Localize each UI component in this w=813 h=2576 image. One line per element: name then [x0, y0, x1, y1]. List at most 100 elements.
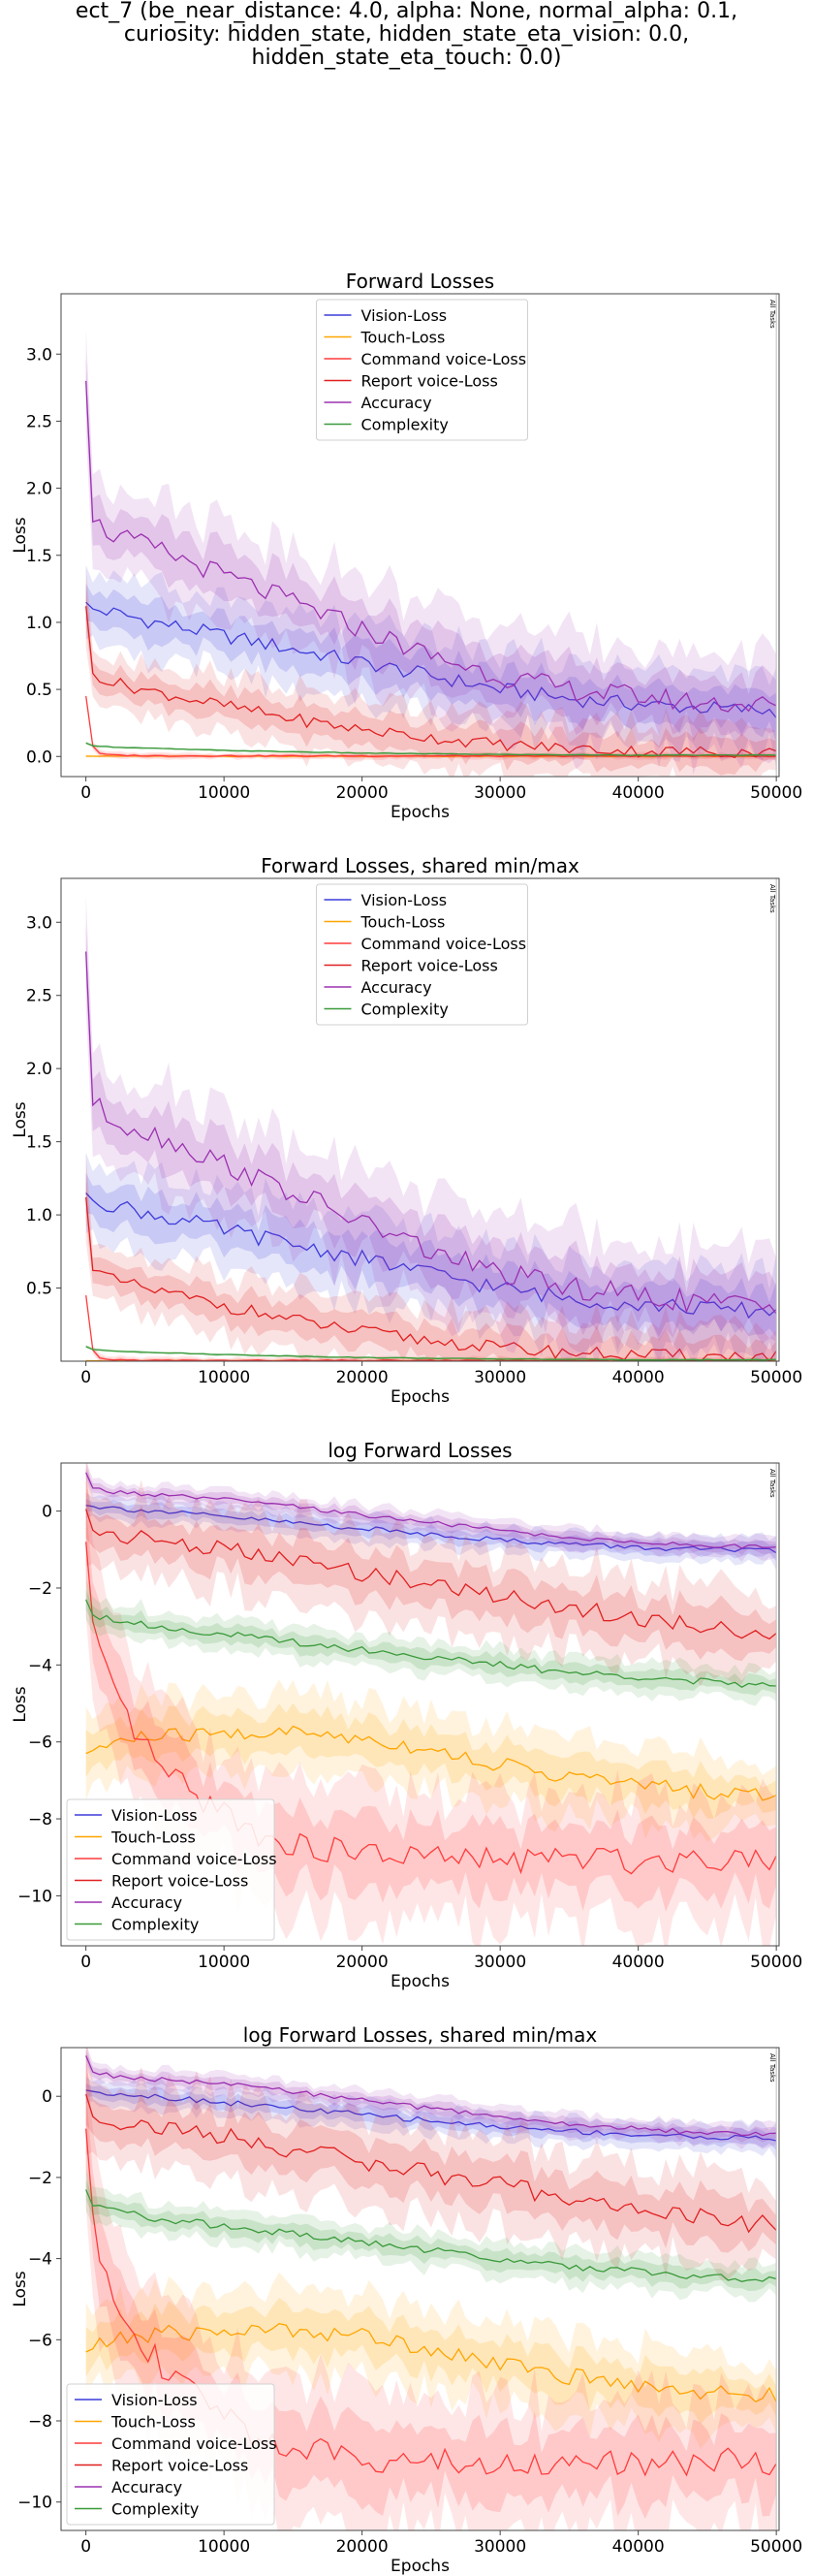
band-outer-complexity	[85, 1345, 777, 1361]
series-line-report-voice-loss	[85, 606, 777, 759]
legend-box	[316, 883, 528, 1026]
series-line-accuracy	[85, 380, 777, 713]
x-tick-label: 40000	[612, 2537, 665, 2557]
y-tick-label: −10	[17, 2494, 52, 2513]
legend-label-report-voice-loss: Report voice-Loss	[361, 957, 498, 975]
axes-frame	[60, 293, 780, 778]
band-outer-report-voice-loss	[85, 1463, 777, 1687]
x-tick-label: 50000	[750, 1953, 802, 1972]
legend-box	[316, 299, 528, 441]
band-inner-complexity	[85, 1589, 777, 1696]
y-tick-label: 0	[42, 1503, 52, 1522]
x-tick-label: 30000	[474, 783, 526, 803]
y-tick-label: 3.0	[26, 913, 52, 933]
x-tick-label: 20000	[336, 783, 389, 803]
band-inner-complexity	[85, 2178, 777, 2292]
band-inner-vision-loss	[85, 2083, 777, 2150]
band-outer-accuracy	[85, 329, 777, 776]
y-tick-label: 3.0	[26, 345, 52, 365]
legend-label-accuracy: Accuracy	[361, 978, 432, 997]
y-tick-label: 2.0	[26, 480, 52, 499]
band-outer-command-voice-loss	[85, 692, 777, 761]
x-tick-label: 0	[80, 2537, 91, 2557]
plot-area	[85, 895, 777, 1361]
task-boundary-label: All Tasks	[768, 2053, 776, 2083]
legend-label-command-voice-loss: Command voice-Loss	[111, 1850, 277, 1868]
series-line-command-voice-loss	[85, 695, 777, 758]
series-line-report-voice-loss	[85, 1196, 777, 1361]
y-tick-label: 1.5	[26, 1133, 52, 1153]
axes-frame	[60, 877, 780, 1362]
legend: Vision-Loss Touch-Loss Command voice-Loss R…	[66, 2383, 277, 2526]
x-tick-label: 0	[80, 1953, 91, 1972]
band-outer-touch-loss	[85, 1679, 777, 1842]
legend-label-report-voice-loss: Report voice-Loss	[111, 1872, 248, 1891]
chart-title: Forward Losses	[346, 270, 494, 293]
legend-label-complexity: Complexity	[111, 2500, 199, 2519]
legend-box	[66, 1798, 275, 1941]
band-outer-accuracy	[85, 1463, 777, 1562]
legend-label-accuracy: Accuracy	[111, 2478, 182, 2496]
x-tick-label: 30000	[474, 1368, 526, 1387]
legend-label-command-voice-loss: Command voice-Loss	[361, 935, 527, 953]
band-inner-report-voice-loss	[85, 586, 777, 776]
legend-label-touch-loss: Touch-Loss	[360, 329, 446, 347]
band-outer-vision-loss	[85, 1152, 777, 1361]
x-tick-label: 0	[80, 783, 91, 803]
band-inner-accuracy	[85, 2050, 777, 2143]
chart-panel-2: All Tasks 0 10000 20000 30000 40000 50000 0.5 1.…	[11, 854, 802, 1407]
x-tick-label: 20000	[336, 1368, 389, 1387]
y-tick-label: 1.0	[26, 614, 52, 633]
x-axis-label: Epochs	[391, 1387, 450, 1407]
suptitle-line: curiosity: hidden_state, hidden_state_et…	[123, 22, 690, 47]
series-line-touch-loss	[85, 2323, 777, 2402]
chart-panel-3: All Tasks 0 10000 20000 30000 40000 50000 0 −2 −4…	[11, 1439, 802, 1991]
suptitle-line: ect_7 (be_near_distance: 4.0, alpha: Non…	[75, 0, 738, 23]
chart-panel-1: All Tasks 0 10000 20000 30000 40000 50000 0.0 0.…	[11, 270, 802, 822]
chart-title: Forward Losses, shared min/max	[261, 854, 579, 877]
band-outer-accuracy	[85, 2048, 777, 2149]
legend: Vision-Loss Touch-Loss Command voice-Loss R…	[66, 1798, 277, 1941]
band-outer-touch-loss	[85, 2272, 777, 2449]
x-tick-label: 40000	[612, 1368, 665, 1387]
series-line-vision-loss	[85, 1504, 777, 1554]
band-inner-report-voice-loss	[85, 1480, 777, 1662]
plot-area	[85, 329, 777, 777]
x-axis-label: Epochs	[391, 1972, 450, 1991]
band-outer-accuracy	[85, 895, 777, 1361]
series-line-accuracy	[85, 951, 777, 1315]
band-outer-complexity	[85, 2168, 777, 2303]
x-tick-label: 10000	[198, 1953, 250, 1972]
chart-panel-4: All Tasks 0 10000 20000 30000 40000 50000 0 −2 −4…	[11, 2023, 802, 2576]
y-axis-label: Loss	[11, 517, 30, 553]
y-tick-label: 2.5	[26, 987, 52, 1006]
x-tick-label: 20000	[336, 2537, 389, 2557]
series-line-accuracy	[85, 1472, 777, 1549]
band-inner-vision-loss	[85, 584, 777, 744]
y-tick-label: 0.5	[26, 681, 52, 700]
y-tick-label: 1.0	[26, 1206, 52, 1225]
y-tick-label: 0	[42, 2087, 52, 2107]
x-tick-label: 50000	[750, 1368, 802, 1387]
series-line-vision-loss	[85, 601, 777, 718]
legend-label-complexity: Complexity	[111, 1916, 199, 1934]
x-tick-label: 10000	[198, 1368, 250, 1387]
legend: Vision-Loss Touch-Loss Command voice-Loss R…	[316, 883, 528, 1026]
x-tick-label: 30000	[474, 2537, 526, 2557]
legend-label-vision-loss: Vision-Loss	[111, 2391, 198, 2409]
x-tick-label: 50000	[750, 783, 802, 803]
legend-label-vision-loss: Vision-Loss	[361, 891, 448, 909]
band-outer-vision-loss	[85, 564, 777, 769]
legend: Vision-Loss Touch-Loss Command voice-Loss R…	[316, 299, 528, 441]
series-line-touch-loss	[85, 1725, 777, 1801]
x-tick-label: 0	[80, 1368, 91, 1387]
x-tick-label: 50000	[750, 2537, 802, 2557]
y-tick-label: 0.0	[26, 747, 52, 767]
legend-label-complexity: Complexity	[361, 1001, 449, 1019]
y-axis-label: Loss	[11, 2271, 30, 2306]
task-boundary-label: All Tasks	[768, 884, 776, 913]
axes-frame	[60, 1462, 780, 1947]
x-tick-label: 30000	[474, 1953, 526, 1972]
y-tick-label: 2.5	[26, 412, 52, 431]
